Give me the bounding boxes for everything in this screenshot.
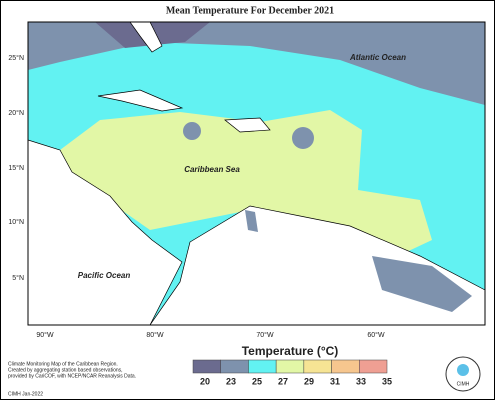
logo-text: CIMH <box>457 381 470 387</box>
credits: Climate Monitoring Map of the Caribbean … <box>8 361 136 379</box>
legend-swatch <box>275 359 305 374</box>
lat-label: 10°N <box>8 218 24 226</box>
land-hispaniola <box>224 117 271 133</box>
legend-tick: 23 <box>226 376 236 386</box>
lon-label: 60°W <box>367 331 385 339</box>
legend-tick: 35 <box>382 376 392 386</box>
legend-swatch <box>248 359 277 374</box>
place-label: Pacific Ocean <box>78 271 131 280</box>
lon-label: 70°W <box>256 331 274 339</box>
zone-23-25 <box>245 210 258 232</box>
land-florida <box>129 22 163 53</box>
legend-tick: 27 <box>278 376 288 386</box>
zone-23-25 <box>183 122 201 140</box>
zone-23-25 <box>292 127 314 149</box>
zone-23-25 <box>372 256 472 312</box>
logo-mark <box>457 364 469 376</box>
legend-swatch <box>220 359 249 374</box>
legend-tick: 29 <box>304 376 314 386</box>
lat-label: 20°N <box>8 109 24 117</box>
legend-tick: 33 <box>356 376 366 386</box>
lat-label: 5°N <box>12 274 24 282</box>
map: Atlantic Ocean Caribbean Sea Pacific Oce… <box>27 21 486 326</box>
credit-line: Created by aggregating station based obs… <box>8 367 123 373</box>
map-title: Mean Temperature For December 2021 <box>166 5 334 16</box>
legend-swatch <box>192 359 221 374</box>
legend-tick: 25 <box>252 376 262 386</box>
place-label: Atlantic Ocean <box>349 53 406 62</box>
legend-swatch <box>359 359 388 374</box>
lat-label: 25°N <box>8 54 24 62</box>
land-cuba <box>97 89 184 112</box>
lat-label: 15°N <box>8 164 24 172</box>
legend-swatch <box>331 359 360 374</box>
footer: CIMH Jan-2022 <box>8 391 43 397</box>
zone-27-29 <box>60 110 432 255</box>
credit-line: Climate Monitoring Map of the Caribbean … <box>8 361 118 367</box>
lon-label: 90°W <box>36 331 54 339</box>
credit-line: provided by CariCOF, with NCEP/NCAR Rean… <box>8 373 136 379</box>
place-label: Caribbean Sea <box>184 165 240 174</box>
legend-tick: 20 <box>200 376 210 386</box>
legend-title: Temperature (°C) <box>242 344 339 358</box>
map-frame <box>27 21 486 326</box>
legend-swatch <box>303 359 332 374</box>
lon-label: 80°W <box>146 331 164 339</box>
legend-tick: 31 <box>330 376 340 386</box>
land-central-america <box>28 139 183 325</box>
